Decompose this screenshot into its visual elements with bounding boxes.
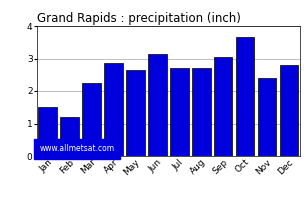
Bar xyxy=(236,37,254,156)
Bar xyxy=(38,107,57,156)
Bar xyxy=(192,68,211,156)
Bar xyxy=(82,83,101,156)
Bar xyxy=(170,68,188,156)
Text: www.allmetsat.com: www.allmetsat.com xyxy=(39,144,114,153)
Bar xyxy=(280,65,298,156)
Bar xyxy=(104,63,123,156)
Bar xyxy=(214,57,233,156)
Text: Grand Rapids : precipitation (inch): Grand Rapids : precipitation (inch) xyxy=(37,12,241,25)
Bar xyxy=(60,117,79,156)
Bar xyxy=(148,54,167,156)
Bar xyxy=(258,78,276,156)
Bar xyxy=(126,70,145,156)
